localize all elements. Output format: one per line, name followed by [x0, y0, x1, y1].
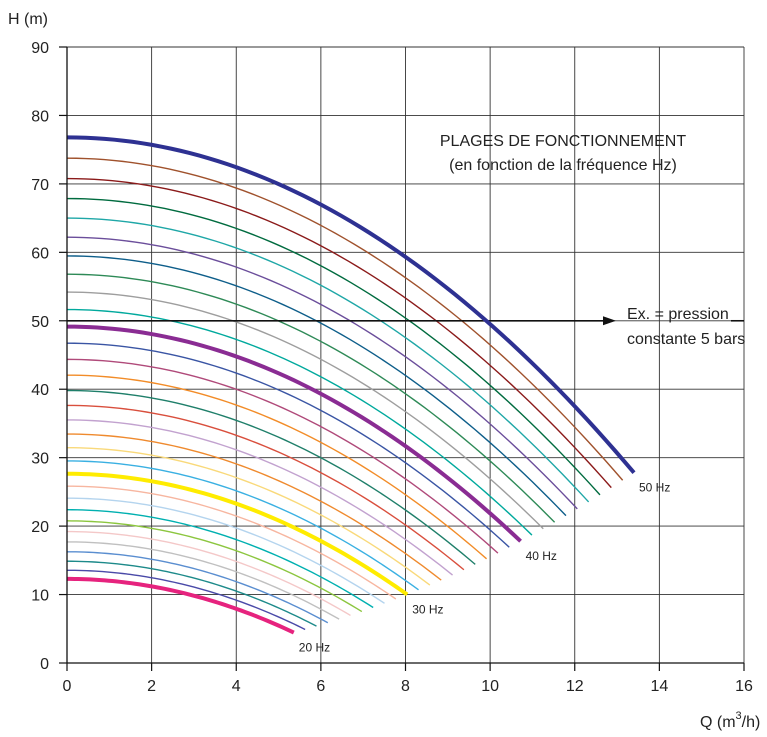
- y-tick-label-0: 0: [40, 656, 49, 673]
- thin-curves: [66, 157, 624, 631]
- curve-21hz: [66, 569, 306, 631]
- chart-title: PLAGES DE FONCTIONNEMENT: [440, 133, 686, 150]
- x-tick-label-4: 4: [232, 678, 241, 695]
- curve-40hz-highlighted: [66, 324, 522, 543]
- y-tick-label-90: 90: [31, 40, 49, 57]
- axes: [59, 46, 745, 671]
- x-tick-label-2: 2: [147, 678, 156, 695]
- curve-labels: 20 Hz 30 Hz 40 Hz 50 Hz: [299, 481, 671, 655]
- curve-39hz: [66, 342, 510, 548]
- curve-45hz: [66, 236, 578, 510]
- x-tick-label-0: 0: [63, 678, 72, 695]
- curve-42hz: [66, 291, 544, 530]
- curve-label-50hz: 50 Hz: [639, 481, 670, 495]
- y-tick-label-80: 80: [31, 108, 49, 125]
- curve-43hz: [66, 273, 556, 523]
- curve-25hz: [66, 530, 351, 617]
- x-axis-title: Q (m3/h): [700, 710, 760, 731]
- curve-20hz-highlighted: [66, 576, 295, 635]
- curve-label-30hz: 30 Hz: [412, 603, 443, 617]
- x-tick-label-16: 16: [735, 678, 753, 695]
- curve-47hz: [66, 197, 601, 496]
- curve-50hz-highlighted: [66, 135, 636, 475]
- reference-pressure-line: [67, 316, 744, 326]
- curve-29hz: [66, 485, 397, 600]
- curve-37hz: [66, 374, 488, 560]
- curve-38hz: [66, 358, 499, 554]
- y-axis-title: H (m): [8, 11, 48, 28]
- curve-27hz: [66, 509, 374, 609]
- y-tick-label-10: 10: [31, 588, 49, 605]
- x-axis-title-main: Q (m: [700, 714, 736, 731]
- x-axis-title-sup: 3: [736, 710, 742, 722]
- tick-labels: 0 10 20 30 40 50 60 70 80 90 0 2 4 6 8 10 12 14 16: [31, 40, 753, 695]
- y-tick-label-70: 70: [31, 177, 49, 194]
- curve-23hz: [66, 551, 329, 624]
- curve-28hz: [66, 497, 385, 604]
- y-tick-label-40: 40: [31, 382, 49, 399]
- y-tick-label-20: 20: [31, 519, 49, 536]
- x-tick-label-8: 8: [401, 678, 410, 695]
- curve-33hz: [66, 433, 442, 581]
- x-tick-label-14: 14: [650, 678, 668, 695]
- y-tick-label-50: 50: [31, 314, 49, 331]
- x-tick-label-12: 12: [566, 678, 584, 695]
- x-axis-title-end: /h): [742, 714, 761, 731]
- curve-22hz: [66, 560, 317, 627]
- curve-35hz: [66, 404, 465, 571]
- curve-26hz: [66, 520, 363, 613]
- pressure-annotation-line-1: Ex. = pression: [627, 306, 729, 323]
- curve-49hz: [66, 157, 624, 481]
- pressure-annotation-line-2: constante 5 bars: [627, 331, 745, 348]
- x-tick-label-10: 10: [481, 678, 499, 695]
- curve-41hz: [66, 308, 533, 536]
- y-tick-label-60: 60: [31, 245, 49, 262]
- highlighted-curves: [66, 135, 636, 635]
- curve-30hz-highlighted: [66, 471, 409, 597]
- pressure-arrow-head: [603, 316, 616, 326]
- curve-46hz: [66, 217, 590, 503]
- curve-36hz: [66, 389, 476, 565]
- curve-label-20hz: 20 Hz: [299, 641, 330, 655]
- curve-34hz: [66, 419, 453, 576]
- x-tick-label-6: 6: [316, 678, 325, 695]
- chart-subtitle: (en fonction de la fréquence Hz): [449, 157, 677, 174]
- curve-48hz: [66, 177, 612, 489]
- curve-24hz: [66, 541, 340, 620]
- y-tick-label-30: 30: [31, 451, 49, 468]
- curve-label-40hz: 40 Hz: [526, 549, 557, 563]
- curve-32hz: [66, 446, 431, 586]
- curve-31hz: [66, 460, 419, 591]
